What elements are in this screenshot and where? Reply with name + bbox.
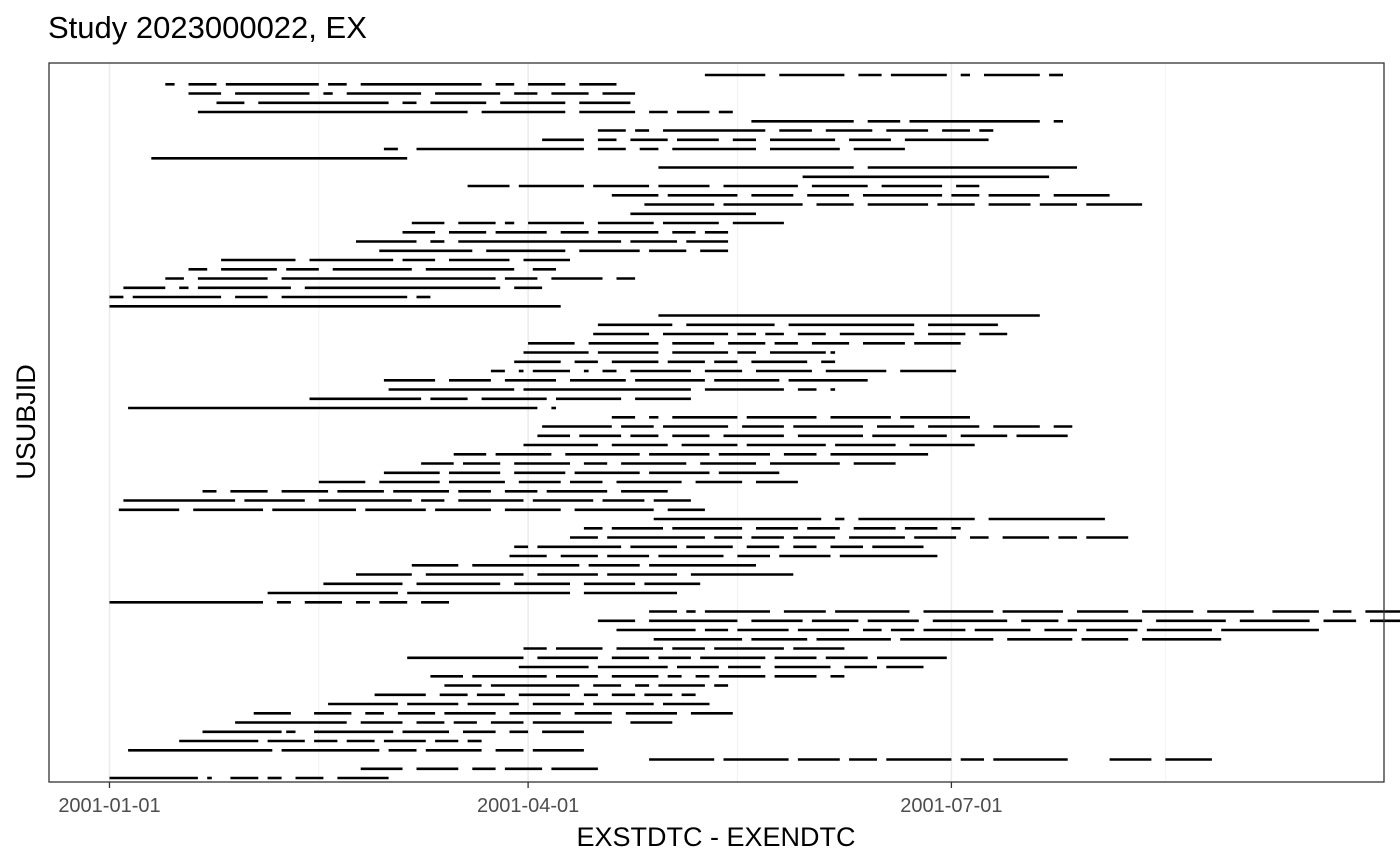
y-axis-title: USUBJID [11,364,41,480]
panel-border [48,62,1385,783]
chart-title: Study 2023000022, EX [48,10,367,45]
grid [108,63,1166,782]
exposure-bars [109,73,1400,780]
x-axis-title: EXSTDTC - EXENDTC [576,822,855,852]
x-tick-label: 2001-07-01 [900,795,1002,817]
x-tick-label: 2001-01-01 [58,795,160,817]
x-axis: 2001-01-01 2001-04-01 2001-07-01 [58,782,1003,817]
x-tick-label: 2001-04-01 [477,795,579,817]
